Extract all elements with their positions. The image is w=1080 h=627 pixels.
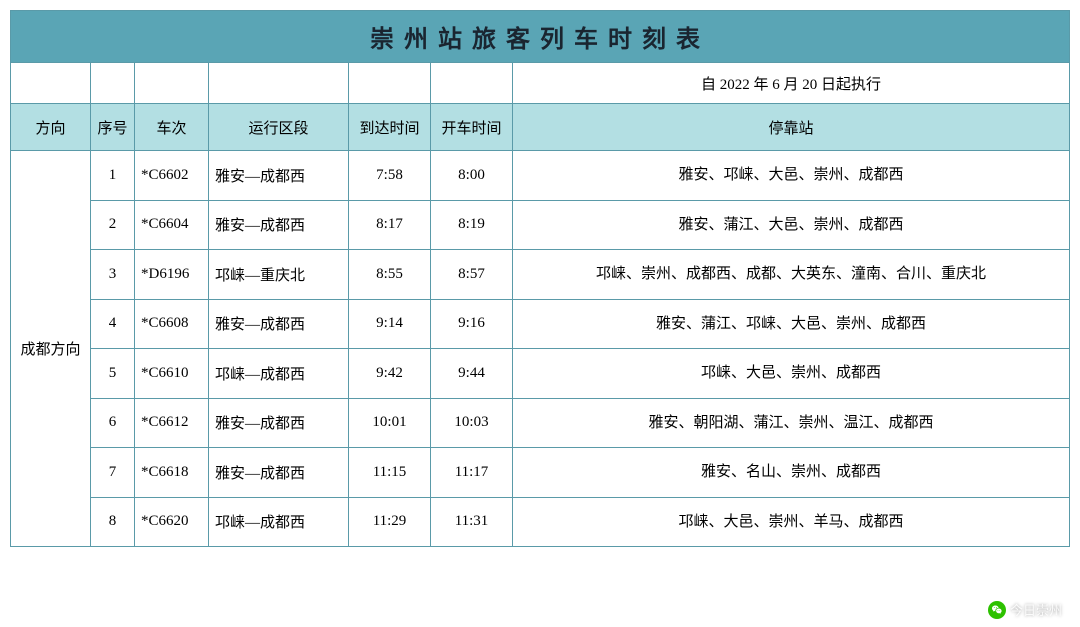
cell-train: *C6618 [135, 448, 209, 497]
cell-seq: 2 [91, 201, 135, 250]
cell-seq: 3 [91, 250, 135, 299]
table-row: 4*C6608雅安—成都西9:149:16雅安、蒲江、邛崃、大邑、崇州、成都西 [91, 300, 1069, 350]
cell-train: *C6612 [135, 399, 209, 448]
timetable-container: 崇州站旅客列车时刻表 自 2022 年 6 月 20 日起执行 方向 序号 车次… [10, 10, 1070, 547]
cell-seq: 6 [91, 399, 135, 448]
effective-date-text: 自 2022 年 6 月 20 日起执行 [701, 73, 881, 94]
cell-train: *D6196 [135, 250, 209, 299]
cell-arrive: 11:15 [349, 448, 431, 497]
cell-arrive: 11:29 [349, 498, 431, 547]
cell-route: 邛崃—重庆北 [209, 250, 349, 299]
col-depart: 开车时间 [431, 104, 513, 150]
cell-train: *C6608 [135, 300, 209, 349]
rows-column: 1*C6602雅安—成都西7:588:00雅安、邛崃、大邑、崇州、成都西2*C6… [91, 151, 1069, 546]
cell-depart: 11:31 [431, 498, 513, 547]
cell-seq: 5 [91, 349, 135, 398]
blank-cell [431, 63, 513, 103]
col-stops: 停靠站 [513, 104, 1069, 150]
cell-arrive: 8:55 [349, 250, 431, 299]
cell-stops: 雅安、蒲江、大邑、崇州、成都西 [513, 201, 1069, 250]
cell-depart: 8:19 [431, 201, 513, 250]
col-direction: 方向 [11, 104, 91, 150]
cell-stops: 雅安、名山、崇州、成都西 [513, 448, 1069, 497]
col-arrive: 到达时间 [349, 104, 431, 150]
cell-train: *C6620 [135, 498, 209, 547]
direction-merged-cell: 成都方向 [11, 151, 91, 546]
cell-depart: 10:03 [431, 399, 513, 448]
col-train: 车次 [135, 104, 209, 150]
watermark-text: 今日崇州 [1010, 600, 1062, 619]
col-route: 运行区段 [209, 104, 349, 150]
cell-stops: 邛崃、大邑、崇州、成都西 [513, 349, 1069, 398]
cell-arrive: 9:14 [349, 300, 431, 349]
cell-stops: 邛崃、大邑、崇州、羊马、成都西 [513, 498, 1069, 547]
cell-arrive: 10:01 [349, 399, 431, 448]
blank-cell [11, 63, 91, 103]
table-title: 崇州站旅客列车时刻表 [11, 11, 1069, 63]
cell-train: *C6604 [135, 201, 209, 250]
watermark: 今日崇州 [988, 600, 1062, 619]
cell-route: 雅安—成都西 [209, 201, 349, 250]
table-row: 6*C6612雅安—成都西10:0110:03雅安、朝阳湖、蒲江、崇州、温江、成… [91, 399, 1069, 449]
cell-stops: 邛崃、崇州、成都西、成都、大英东、潼南、合川、重庆北 [513, 250, 1069, 299]
column-header-row: 方向 序号 车次 运行区段 到达时间 开车时间 停靠站 [11, 104, 1069, 151]
table-row: 1*C6602雅安—成都西7:588:00雅安、邛崃、大邑、崇州、成都西 [91, 151, 1069, 201]
table-row: 2*C6604雅安—成都西8:178:19雅安、蒲江、大邑、崇州、成都西 [91, 201, 1069, 251]
table-row: 8*C6620邛崃—成都西11:2911:31邛崃、大邑、崇州、羊马、成都西 [91, 498, 1069, 547]
cell-route: 雅安—成都西 [209, 151, 349, 200]
table-row: 7*C6618雅安—成都西11:1511:17雅安、名山、崇州、成都西 [91, 448, 1069, 498]
cell-seq: 4 [91, 300, 135, 349]
blank-cell [349, 63, 431, 103]
effective-date-cell: 自 2022 年 6 月 20 日起执行 [513, 63, 1069, 103]
cell-route: 邛崃—成都西 [209, 349, 349, 398]
cell-route: 雅安—成都西 [209, 300, 349, 349]
cell-route: 雅安—成都西 [209, 448, 349, 497]
cell-train: *C6610 [135, 349, 209, 398]
cell-route: 雅安—成都西 [209, 399, 349, 448]
cell-stops: 雅安、邛崃、大邑、崇州、成都西 [513, 151, 1069, 200]
cell-depart: 8:00 [431, 151, 513, 200]
table-body: 成都方向 1*C6602雅安—成都西7:588:00雅安、邛崃、大邑、崇州、成都… [11, 151, 1069, 546]
table-row: 5*C6610邛崃—成都西9:429:44邛崃、大邑、崇州、成都西 [91, 349, 1069, 399]
cell-train: *C6602 [135, 151, 209, 200]
cell-seq: 1 [91, 151, 135, 200]
cell-stops: 雅安、蒲江、邛崃、大邑、崇州、成都西 [513, 300, 1069, 349]
effective-row: 自 2022 年 6 月 20 日起执行 [11, 63, 1069, 104]
cell-seq: 8 [91, 498, 135, 547]
cell-seq: 7 [91, 448, 135, 497]
cell-stops: 雅安、朝阳湖、蒲江、崇州、温江、成都西 [513, 399, 1069, 448]
table-row: 3*D6196邛崃—重庆北8:558:57邛崃、崇州、成都西、成都、大英东、潼南… [91, 250, 1069, 300]
col-seq: 序号 [91, 104, 135, 150]
cell-arrive: 8:17 [349, 201, 431, 250]
cell-depart: 9:16 [431, 300, 513, 349]
cell-arrive: 7:58 [349, 151, 431, 200]
cell-depart: 8:57 [431, 250, 513, 299]
blank-cell [135, 63, 209, 103]
cell-route: 邛崃—成都西 [209, 498, 349, 547]
cell-depart: 11:17 [431, 448, 513, 497]
cell-arrive: 9:42 [349, 349, 431, 398]
wechat-icon [988, 601, 1006, 619]
blank-cell [209, 63, 349, 103]
cell-depart: 9:44 [431, 349, 513, 398]
blank-cell [91, 63, 135, 103]
